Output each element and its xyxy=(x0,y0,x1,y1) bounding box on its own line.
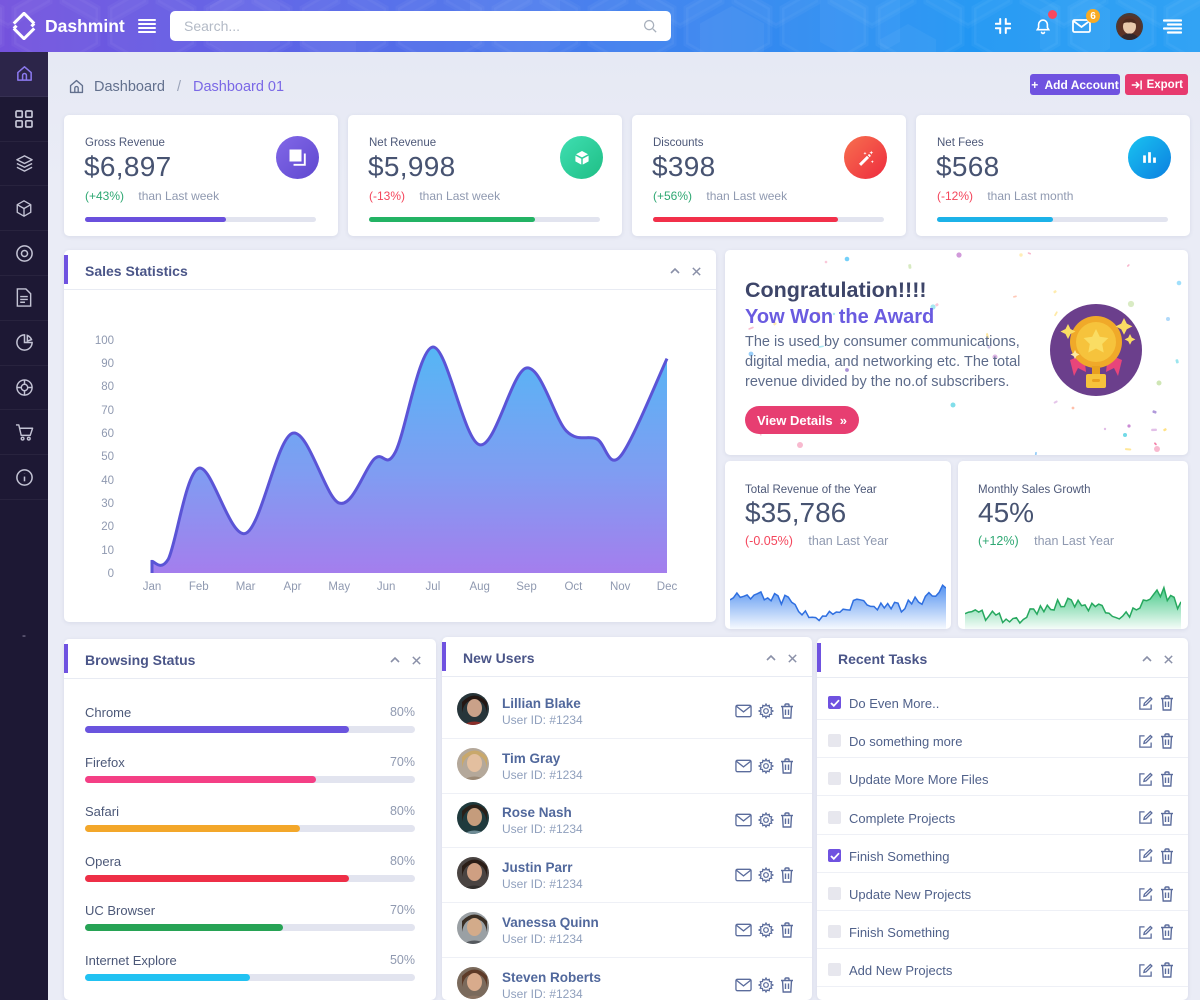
svg-text:80: 80 xyxy=(101,381,114,393)
svg-text:Oct: Oct xyxy=(564,581,583,593)
svg-text:Nov: Nov xyxy=(610,581,631,593)
svg-text:Jun: Jun xyxy=(377,581,396,593)
svg-text:Feb: Feb xyxy=(189,581,209,593)
svg-text:Mar: Mar xyxy=(236,581,256,593)
svg-text:100: 100 xyxy=(95,335,114,347)
svg-text:20: 20 xyxy=(101,521,114,533)
svg-text:Sep: Sep xyxy=(516,581,536,593)
svg-text:Dec: Dec xyxy=(657,581,678,593)
svg-text:May: May xyxy=(328,581,350,593)
svg-text:40: 40 xyxy=(101,475,114,487)
svg-text:70: 70 xyxy=(101,405,114,417)
svg-text:Jan: Jan xyxy=(143,581,162,593)
svg-text:10: 10 xyxy=(101,545,114,557)
svg-text:Apr: Apr xyxy=(284,581,302,593)
svg-text:60: 60 xyxy=(101,428,114,440)
svg-text:50: 50 xyxy=(101,451,114,463)
svg-text:90: 90 xyxy=(101,358,114,370)
svg-text:0: 0 xyxy=(108,568,114,580)
svg-text:30: 30 xyxy=(101,498,114,510)
svg-text:Jul: Jul xyxy=(426,581,441,593)
svg-text:Aug: Aug xyxy=(469,581,489,593)
